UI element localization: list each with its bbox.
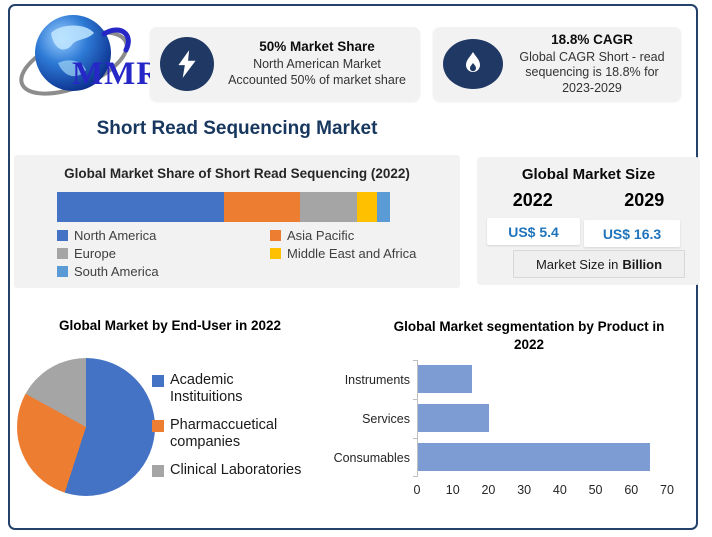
legend-label: Middle East and Africa: [287, 246, 417, 261]
bar-category-label: Instruments: [344, 372, 410, 387]
legend-label: South America: [74, 264, 159, 279]
x-tick-label: 40: [552, 483, 567, 497]
legend-item-north-america: North America: [57, 228, 270, 243]
stacked-segment-middle-east-and-africa: [356, 192, 377, 222]
market-size-note: Market Size in Billion: [513, 250, 685, 278]
end-user-pie-chart: [17, 358, 155, 496]
legend-item-asia-pacific: Asia Pacific: [270, 228, 416, 243]
note-unit: Billion: [622, 256, 663, 272]
x-tick-label: 10: [445, 483, 460, 497]
globe-icon: [19, 15, 131, 96]
legend-swatch: [270, 230, 281, 241]
legend-item-europe: Europe: [57, 246, 270, 261]
x-tick-label: 0: [413, 483, 421, 497]
stacked-segment-south-america: [376, 192, 390, 222]
bar-services: [418, 404, 490, 432]
legend-label: Asia Pacific: [287, 228, 355, 243]
legend-label: Pharmaccuetical companies: [170, 416, 278, 451]
market-size-title: Global Market Size: [521, 166, 656, 183]
legend-swatch: [152, 375, 164, 387]
bar-category-label: Services: [362, 411, 410, 426]
stat-card-market-share: 50% Market Share North American Market A…: [150, 27, 420, 101]
product-bar-chart: Instruments Services Consumables 0 10 20 30 40…: [330, 360, 674, 499]
bar-consumables: [418, 443, 651, 471]
legend-item-south-america: South America: [57, 264, 270, 279]
bar-row-services: Services: [330, 399, 668, 438]
stacked-bar-legend: North America Asia Pacific Europe Middle Ea…: [57, 228, 416, 279]
legend-label: Academic Instituitions: [170, 372, 243, 406]
bar-row-instruments: Instruments: [330, 360, 668, 399]
legend-swatch: [152, 464, 164, 477]
legend-label: North America: [74, 228, 157, 243]
legend-item-academic-instituitions: Academic Instituitions: [152, 372, 307, 407]
bar-category-label: Consumables: [333, 450, 410, 465]
end-user-chart-title: Global Market by End-User in 2022: [58, 318, 282, 333]
stat-card-body: Global CAGR Short - read sequencing is 1…: [519, 49, 665, 95]
stat-card-title: 18.8% CAGR: [551, 31, 633, 47]
mmr-logo: MMR: [16, 8, 160, 108]
flame-icon: [443, 39, 503, 89]
legend-swatch: [270, 248, 281, 259]
stacked-segment-europe: [300, 192, 357, 222]
stat-card-title: 50% Market Share: [259, 39, 375, 55]
product-bar-x-axis: 0 10 20 30 40 50 60 70: [413, 483, 674, 499]
lightning-icon: [160, 37, 214, 91]
market-size-panel: Global Market Size 2022 2029 US$ 5.4 US$…: [477, 157, 700, 285]
year-2029: 2029: [624, 190, 665, 210]
year-2022: 2022: [512, 190, 553, 210]
stacked-segment-asia-pacific: [223, 192, 301, 222]
legend-item-middle-east-and-africa: Middle East and Africa: [270, 246, 416, 261]
legend-swatch: [57, 230, 68, 241]
market-share-chart-title: Global Market Share of Short Read Sequen…: [64, 166, 410, 181]
product-chart-title: Global Market segmentation by Product in…: [393, 319, 665, 352]
value-2022: US$ 5.4: [487, 218, 580, 245]
x-tick-label: 30: [517, 483, 532, 497]
stacked-segment-north-america: [57, 192, 224, 222]
stat-card-cagr: 18.8% CAGR Global CAGR Short - read sequ…: [433, 27, 681, 101]
legend-swatch: [57, 266, 68, 277]
legend-item-pharmaccuetical-companies: Pharmaccuetical companies: [152, 417, 307, 452]
legend-swatch: [152, 419, 164, 432]
stacked-bar-chart: [57, 192, 390, 222]
brand-name: MMR: [72, 56, 162, 92]
x-tick-label: 70: [660, 483, 674, 497]
legend-label: Europe: [74, 246, 116, 261]
legend-label: Clinical Laboratories: [170, 461, 302, 478]
x-tick-label: 20: [481, 483, 496, 497]
x-tick-label: 50: [588, 483, 603, 497]
x-tick-label: 60: [624, 483, 639, 497]
legend-item-clinical-laboratories: Clinical Laboratories: [152, 462, 307, 479]
bar-row-consumables: Consumables: [330, 438, 668, 477]
bar-instruments: [418, 365, 472, 393]
note-prefix: Market Size in: [535, 256, 619, 272]
stat-card-body: North American Market Accounted 50% of m…: [228, 57, 406, 87]
market-share-panel: Global Market Share of Short Read Sequen…: [14, 155, 460, 288]
page-title: Short Read Sequencing Market: [96, 118, 378, 139]
legend-swatch: [57, 248, 68, 259]
end-user-pie-legend: Academic Instituitions Pharmaccuetical co…: [152, 372, 307, 479]
value-2029: US$ 16.3: [584, 220, 680, 247]
